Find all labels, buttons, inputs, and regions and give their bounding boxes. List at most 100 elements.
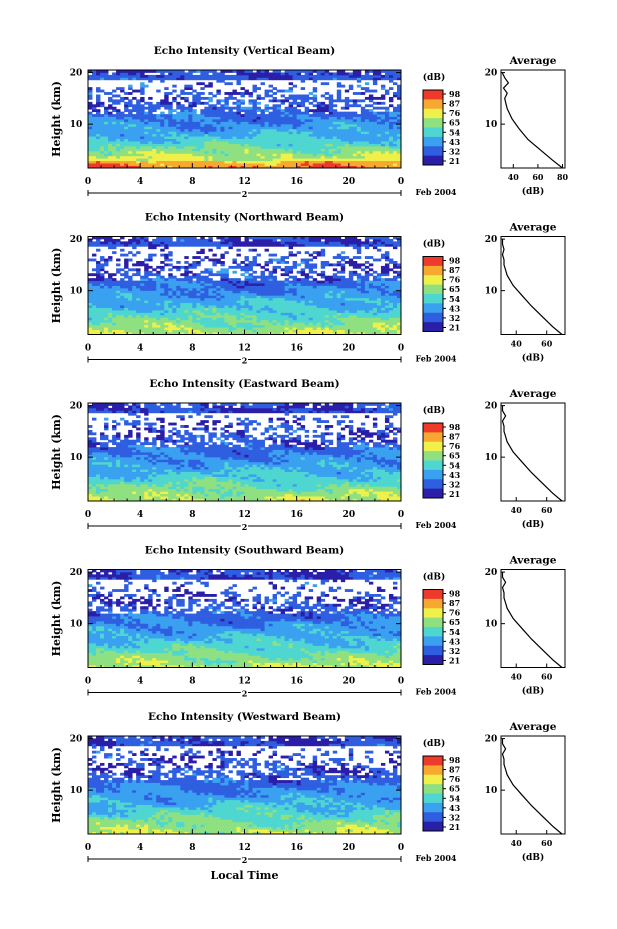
heatmap-cell — [292, 141, 298, 144]
heatmap-cell — [372, 77, 378, 81]
heatmap-cell — [292, 332, 298, 335]
heatmap-cell — [148, 327, 153, 330]
heatmap-cell — [120, 121, 125, 125]
heatmap-cell — [132, 153, 137, 157]
heatmap-cell — [228, 163, 233, 166]
heatmap-cell — [284, 310, 290, 313]
heatmap-cell — [296, 329, 302, 333]
heatmap-cell — [360, 155, 366, 159]
heatmap-cell — [316, 133, 322, 137]
heatmap-cell — [340, 136, 346, 139]
heatmap-cell — [108, 329, 113, 333]
heatmap-cell — [124, 290, 129, 294]
heatmap-cell — [252, 101, 257, 105]
heatmap-cell — [316, 297, 322, 301]
heatmap-cell — [380, 153, 386, 157]
heatmap-cell — [304, 96, 310, 100]
heatmap-cell — [228, 246, 233, 250]
heatmap-cell — [316, 322, 322, 326]
heatmap-cell — [384, 312, 390, 316]
heatmap-cell — [388, 136, 394, 139]
heatmap-cell — [324, 121, 330, 125]
heatmap-cell — [312, 116, 318, 120]
heatmap-cell — [212, 114, 217, 117]
heatmap-cell — [108, 319, 113, 323]
heatmap-cell — [232, 290, 237, 294]
heatmap-cell — [292, 297, 298, 301]
heatmap-cell — [136, 251, 141, 255]
heatmap-cell — [288, 300, 294, 304]
heatmap-cell — [380, 163, 386, 166]
heatmap-cell — [296, 300, 302, 304]
heatmap-cell — [388, 119, 394, 122]
heatmap-cell — [252, 84, 257, 88]
heatmap-cell — [180, 307, 185, 311]
heatmap-cell — [128, 155, 133, 159]
heatmap-cell — [96, 119, 101, 122]
heatmap-cell — [336, 121, 342, 125]
heatmap-cell — [100, 119, 105, 122]
heatmap-cell — [336, 92, 342, 95]
heatmap-cell — [240, 268, 245, 272]
heatmap-cell — [352, 77, 358, 81]
heatmap-cell — [92, 141, 97, 144]
panel-title: Echo Intensity (Northward Beam) — [145, 212, 344, 224]
heatmap-cell — [156, 280, 161, 284]
heatmap-cell — [116, 319, 121, 323]
heatmap-cell — [324, 312, 330, 316]
heatmap-cell — [308, 153, 314, 157]
heatmap-cell — [100, 141, 105, 144]
heatmap-cell — [328, 138, 334, 142]
heatmap-cell — [108, 314, 113, 318]
heatmap-cell — [252, 165, 257, 169]
heatmap-cell — [160, 104, 165, 108]
heatmap-cell — [376, 116, 382, 120]
heatmap-cell — [284, 329, 290, 333]
heatmap-cell — [208, 238, 213, 242]
heatmap-cell — [236, 165, 241, 169]
heatmap-cell — [172, 332, 177, 335]
colorbar-segment — [423, 163, 443, 166]
heatmap-cell — [104, 261, 109, 264]
heatmap-cell — [328, 295, 334, 299]
heatmap-cell — [188, 310, 193, 313]
heatmap-cell — [132, 295, 137, 299]
heatmap-cell — [284, 324, 290, 328]
heatmap-cell — [264, 70, 269, 73]
heatmap-cell — [332, 77, 338, 81]
heatmap-cell — [104, 263, 109, 267]
heatmap-cell — [180, 165, 185, 169]
heatmap-cell — [172, 99, 177, 103]
heatmap-cell — [284, 273, 290, 277]
heatmap-cell — [192, 302, 197, 306]
heatmap-cell — [100, 145, 105, 149]
heatmap-cell — [164, 246, 169, 250]
heatmap-cell — [304, 126, 310, 130]
heatmap-cell — [184, 136, 189, 139]
heatmap-cell — [352, 150, 358, 154]
heatmap-cell — [352, 295, 358, 299]
heatmap-cell — [372, 128, 378, 132]
heatmap-cell — [260, 109, 265, 113]
heatmap-cell — [264, 141, 269, 144]
heatmap-cell — [136, 106, 141, 110]
heatmap-cell — [136, 160, 141, 164]
heatmap-cell — [364, 82, 370, 86]
heatmap-cell — [384, 310, 390, 313]
heatmap-cell — [188, 153, 193, 157]
heatmap-cell — [284, 111, 290, 115]
heatmap-cell — [284, 119, 290, 122]
heatmap-cell — [136, 104, 141, 108]
heatmap-cell — [256, 160, 261, 164]
heatmap-cell — [88, 96, 93, 100]
heatmap-cell — [200, 72, 205, 76]
heatmap-cell — [108, 96, 113, 100]
x-tick-label: 0 — [398, 177, 404, 187]
heatmap-cell — [280, 111, 286, 115]
heatmap-cell — [112, 158, 117, 162]
heatmap-cell — [280, 295, 286, 299]
heatmap-cell — [344, 238, 350, 242]
heatmap-cell — [260, 148, 265, 152]
heatmap-cell — [144, 243, 149, 247]
heatmap-cell — [216, 317, 221, 321]
